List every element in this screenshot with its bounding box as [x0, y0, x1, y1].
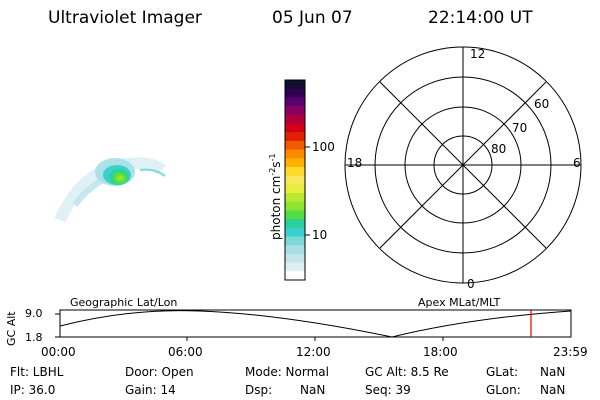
date-label: 05 Jun 07	[272, 8, 353, 28]
colorbar-band	[285, 80, 305, 90]
timeline-x-tick-1800: 18:00	[423, 345, 458, 359]
filter-label: Flt: LBHL	[10, 365, 64, 379]
timeline-y-tick-max: 9.0	[25, 307, 43, 320]
polar-label-60: 60	[534, 97, 550, 111]
colorbar-unit-mid: s	[269, 161, 283, 168]
colorbar-band	[285, 158, 305, 168]
glon-value: NaN	[540, 383, 566, 397]
polar-diag-2	[379, 81, 547, 249]
timeline-x-tick-0600: 06:00	[168, 345, 203, 359]
instrument-title: Ultraviolet Imager	[48, 8, 202, 28]
colorbar-band	[285, 253, 305, 264]
timeline-y-axis-label: GC Alt	[5, 311, 18, 346]
altitude-curve	[59, 310, 572, 338]
geo-coordinates-label: Geographic Lat/Lon	[70, 296, 178, 309]
polar-label-70: 70	[512, 121, 528, 135]
door-label: Door: Open	[125, 365, 194, 379]
time-label: 22:14:00 UT	[428, 8, 533, 28]
colorbar-unit-exp2: -1	[268, 153, 277, 162]
dsp-label: Dsp:	[245, 383, 273, 397]
colorbar-band	[285, 193, 305, 203]
colorbar-unit-text: photon cm	[269, 175, 283, 240]
gain-label: Gain: 14	[125, 383, 176, 397]
polar-label-80: 80	[491, 142, 507, 156]
timeline-y-tick-min: 1.8	[25, 331, 43, 344]
timeline-x-tick-2359: 23:59	[553, 345, 588, 359]
polar-plot	[344, 46, 582, 284]
colorbar-band	[285, 88, 305, 98]
colorbar-band	[285, 106, 305, 116]
colorbar-band	[285, 140, 305, 151]
glat-value: NaN	[540, 365, 566, 379]
timeline-x-tick-1200: 12:00	[296, 345, 331, 359]
colorbar-band	[285, 97, 305, 107]
colorbar-band	[285, 132, 305, 142]
polar-label-6: 6	[573, 156, 581, 170]
auroral-image	[54, 157, 166, 223]
colorbar-band	[285, 262, 305, 272]
colorbar-band	[285, 175, 305, 185]
colorbar-band	[285, 245, 305, 255]
polar-label-12: 12	[470, 47, 486, 61]
colorbar-unit-label: photon cm-2s-1	[268, 153, 283, 240]
glat-label: GLat:	[486, 365, 519, 379]
colorbar-unit-exp1: -2	[268, 167, 277, 176]
ip-label: IP: 36.0	[10, 383, 56, 397]
colorbar-tick-10: 10	[312, 228, 328, 242]
polar-label-0: 0	[467, 277, 475, 291]
timeline-x-tick-0000: 00:00	[41, 345, 76, 359]
apex-coordinates-label: Apex MLat/MLT	[418, 296, 501, 309]
polar-label-18: 18	[347, 156, 363, 170]
colorbar-ticks	[305, 146, 310, 236]
mode-label: Mode: Normal	[245, 365, 329, 379]
glon-label: GLon:	[486, 383, 521, 397]
colorbar-band	[285, 123, 305, 133]
colorbar	[284, 79, 306, 281]
dsp-value: NaN	[300, 383, 326, 397]
colorbar-band	[285, 184, 305, 194]
colorbar-band	[285, 149, 305, 159]
colorbar-band	[285, 236, 305, 246]
colorbar-band	[285, 210, 305, 220]
timeline-panel	[55, 309, 572, 341]
gc-alt-label: GC Alt: 8.5 Re	[365, 365, 449, 379]
colorbar-band	[285, 219, 305, 229]
colorbar-tick-100: 100	[312, 140, 335, 154]
colorbar-band	[285, 227, 305, 238]
colorbar-band	[285, 201, 305, 211]
seq-label: Seq: 39	[365, 383, 411, 397]
colorbar-band	[285, 166, 305, 177]
colorbar-band	[285, 114, 305, 124]
colorbar-band	[285, 271, 305, 281]
